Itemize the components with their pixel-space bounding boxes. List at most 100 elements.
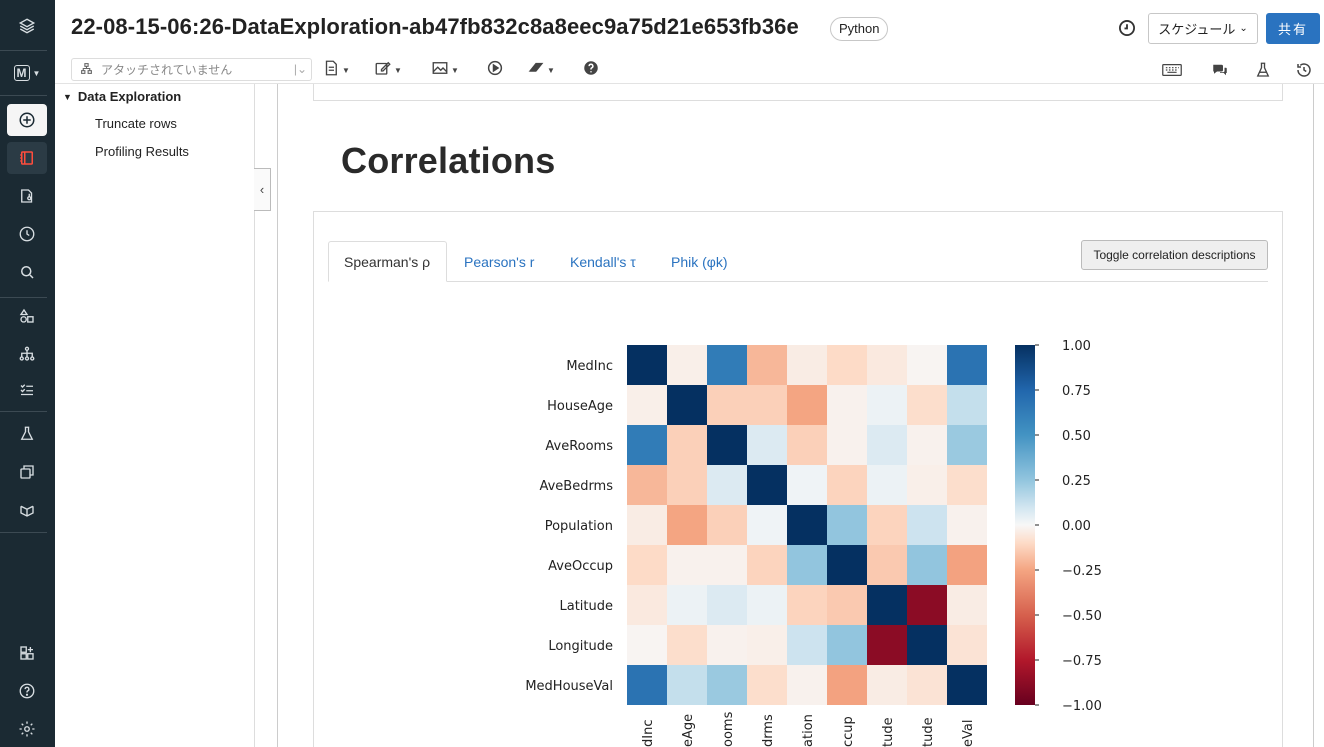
heatmap-cell: [627, 665, 667, 705]
search-icon[interactable]: [7, 256, 47, 288]
heatmap-cell: [947, 665, 987, 705]
heatmap-cell: [747, 545, 787, 585]
row-label: HouseAge: [547, 399, 613, 414]
heatmap-cell: [747, 465, 787, 505]
workspace-switcher[interactable]: M ▼: [7, 57, 47, 89]
column-label: ation: [801, 714, 816, 747]
collapse-toc-button[interactable]: ‹: [254, 168, 271, 211]
cluster-attach-dropdown[interactable]: アタッチされていません |⌄: [71, 58, 312, 81]
heatmap-cell: [747, 665, 787, 705]
compute-icon[interactable]: [7, 338, 47, 370]
run-all-button[interactable]: [486, 60, 504, 80]
layers-logo-icon[interactable]: [7, 10, 47, 42]
heatmap-cell: [867, 465, 907, 505]
heatmap-cell: [747, 625, 787, 665]
notebook-title[interactable]: 22-08-15-06:26-DataExploration-ab47fb832…: [71, 14, 799, 39]
heatmap-cell: [827, 585, 867, 625]
help-icon: [582, 59, 600, 82]
heatmap-cell: [827, 665, 867, 705]
colorbar-tick-label: 0.75: [1062, 384, 1091, 399]
share-button[interactable]: 共有: [1266, 13, 1320, 44]
tab-pearson[interactable]: Pearson's r: [464, 253, 535, 270]
column-label: eVal: [961, 720, 976, 747]
colorbar-tick-label: −1.00: [1062, 699, 1102, 714]
chevron-down-icon: |⌄: [293, 62, 307, 76]
column-label: ooms: [721, 711, 736, 747]
heatmap-cell: [907, 345, 947, 385]
heatmap-cell: [667, 665, 707, 705]
toc-item-truncate-rows[interactable]: Truncate rows: [95, 116, 177, 131]
toc-item-profiling-results[interactable]: Profiling Results: [95, 144, 189, 159]
colorbar-tick-label: 0.50: [1062, 429, 1091, 444]
toggle-descriptions-button[interactable]: Toggle correlation descriptions: [1081, 240, 1268, 270]
heatmap-cell: [627, 585, 667, 625]
language-badge[interactable]: Python: [830, 17, 889, 41]
settings-icon[interactable]: [7, 713, 47, 745]
heatmap-cell: [707, 465, 747, 505]
edit-menu-button[interactable]: ▼: [374, 60, 402, 80]
recents-icon[interactable]: [7, 218, 47, 250]
row-label: Latitude: [559, 599, 613, 614]
heatmap-cell: [907, 545, 947, 585]
features-icon[interactable]: [7, 456, 47, 488]
heatmap-cell: [787, 425, 827, 465]
file-menu-button[interactable]: ▼: [322, 60, 350, 80]
workflows-icon[interactable]: [7, 374, 47, 406]
heatmap-cell: [707, 545, 747, 585]
heatmap-cell: [787, 465, 827, 505]
colorbar: [1015, 345, 1035, 705]
previous-cell[interactable]: [313, 84, 1283, 101]
heatmap-cell: [827, 425, 867, 465]
heatmap-cell: [827, 545, 867, 585]
schedule-button[interactable]: スケジュール ⌄: [1148, 13, 1258, 44]
heatmap-cell: [787, 585, 827, 625]
revision-history-button[interactable]: [1294, 61, 1314, 84]
heatmap-cell: [827, 505, 867, 545]
comments-button[interactable]: [1210, 61, 1230, 84]
heatmap-cell: [707, 385, 747, 425]
heatmap-cell: [627, 425, 667, 465]
keyboard-shortcuts-button[interactable]: [1162, 61, 1182, 84]
heatmap-cell: [627, 385, 667, 425]
toc-heading-label: Data Exploration: [77, 89, 182, 104]
schedule-label: スケジュール: [1158, 22, 1236, 37]
tab-phik[interactable]: Phik (φk): [671, 253, 728, 270]
heatmap-cell: [627, 545, 667, 585]
partner-icon[interactable]: [7, 637, 47, 669]
colorbar-tick-label: 0.25: [1062, 474, 1091, 489]
heatmap-cell: [787, 625, 827, 665]
column-label: tude: [921, 717, 936, 747]
experiment-button[interactable]: [1253, 61, 1273, 84]
row-label: Longitude: [548, 639, 613, 654]
column-label: tude: [881, 717, 896, 747]
heatmap-cell: [867, 625, 907, 665]
data-icon[interactable]: [7, 300, 47, 332]
heatmap-cell: [827, 625, 867, 665]
help-icon[interactable]: [7, 675, 47, 707]
output-cell[interactable]: [313, 211, 1283, 747]
heatmap-cell: [907, 585, 947, 625]
new-icon[interactable]: [7, 104, 47, 136]
repos-icon[interactable]: [7, 180, 47, 212]
tab-kendall[interactable]: Kendall's τ: [570, 253, 636, 270]
heatmap-cell: [947, 345, 987, 385]
attach-placeholder: アタッチされていません: [101, 63, 233, 77]
models-icon[interactable]: [7, 494, 47, 526]
clock-icon[interactable]: [1117, 18, 1137, 38]
heatmap-cell: [667, 425, 707, 465]
chevron-left-icon: ‹: [259, 182, 265, 197]
view-menu-button[interactable]: ▼: [431, 60, 459, 80]
toc-heading[interactable]: ▼ Data Exploration: [63, 89, 181, 104]
experiments-icon[interactable]: [7, 418, 47, 450]
heatmap-cell: [867, 385, 907, 425]
heatmap-cell: [707, 625, 747, 665]
heatmap-cell: [707, 425, 747, 465]
notebook-icon[interactable]: [7, 142, 47, 174]
caret-down-icon: ▼: [451, 65, 459, 75]
help-button[interactable]: [582, 60, 600, 80]
tab-spearman[interactable]: Spearman's ρ: [328, 241, 447, 282]
caret-down-icon: ▼: [547, 65, 555, 75]
column-label: drms: [761, 714, 776, 747]
heatmap-cell: [787, 665, 827, 705]
clear-menu-button[interactable]: ▼: [527, 60, 555, 80]
